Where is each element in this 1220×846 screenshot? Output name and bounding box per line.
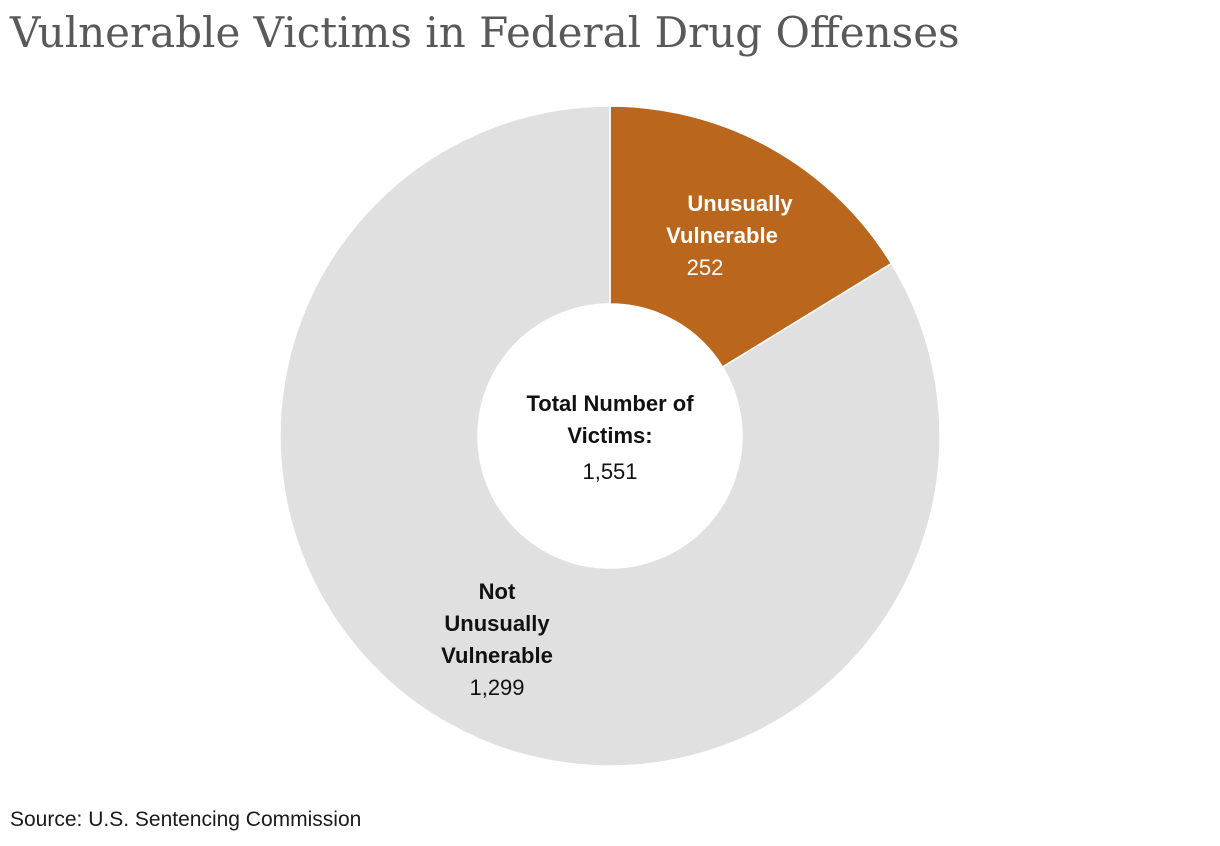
slice-unusually-vulnerable	[609, 105, 893, 369]
source-note: Source: U.S. Sentencing Commission	[10, 808, 362, 831]
center-total-value: 1,551	[582, 459, 637, 484]
chart-title: Vulnerable Victims in Federal Drug Offen…	[10, 8, 960, 57]
slice-not-unusually-vulnerable	[279, 105, 941, 767]
donut-slices	[279, 105, 941, 767]
slice-label-not-unusually-vulnerable-line3: Vulnerable	[441, 643, 553, 668]
center-label-line2: Victims:	[567, 423, 652, 448]
slice-value-not-unusually-vulnerable: 1,299	[469, 675, 524, 700]
slice-label-not-unusually-vulnerable-line2: Unusually	[444, 611, 550, 636]
slice-label-not-unusually-vulnerable-line1: Not	[479, 579, 516, 604]
slice-label-unusually-vulnerable-line2: Vulnerable	[666, 223, 778, 248]
slice-label-unusually-vulnerable-line1: Unusually	[687, 191, 793, 216]
slice-value-unusually-vulnerable: 252	[687, 255, 724, 280]
center-label-line1: Total Number of	[526, 391, 694, 416]
